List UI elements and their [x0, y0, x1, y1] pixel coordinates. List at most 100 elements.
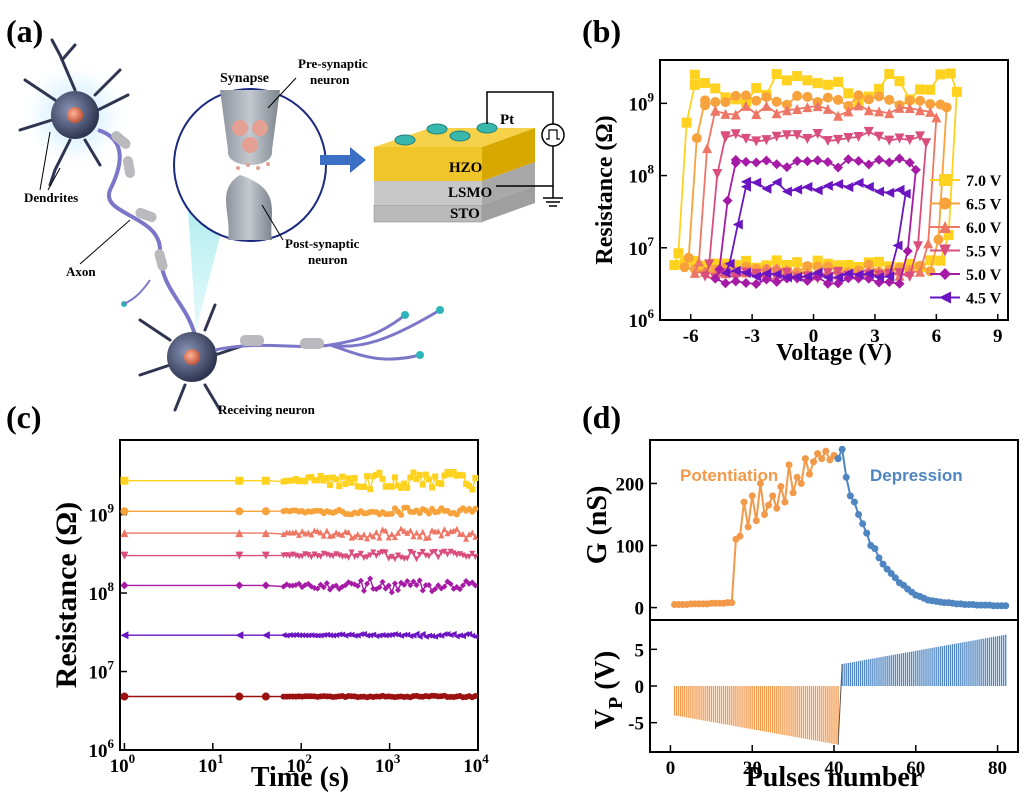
- pulse-source-icon: [541, 123, 565, 147]
- data-point: [730, 260, 741, 271]
- data-point: [444, 469, 451, 476]
- data-point: [292, 631, 299, 638]
- data-point: [339, 531, 346, 538]
- data-point: [843, 259, 854, 270]
- data-point: [812, 255, 823, 266]
- data-point: [812, 128, 823, 139]
- data-point: [286, 632, 293, 639]
- y-tick-label: 108: [629, 162, 655, 188]
- data-point: [292, 528, 299, 535]
- data-point: [302, 478, 309, 485]
- data-point: [299, 528, 306, 535]
- data-point: [373, 633, 380, 640]
- chart-c-resistance-time: 100 101 102 103 104 106 107 108 109 Time (s) Resis…: [50, 439, 489, 793]
- data-point: [379, 475, 386, 482]
- data-point: [879, 560, 887, 568]
- data-point: [781, 130, 792, 141]
- data-point: [367, 552, 374, 559]
- data-point: [292, 475, 299, 482]
- data-point: [416, 551, 423, 558]
- panel-label-a: (a): [6, 13, 43, 49]
- data-point: [812, 101, 823, 112]
- data-point: [874, 272, 885, 283]
- data-point: [345, 475, 352, 482]
- data-point: [441, 631, 448, 638]
- data-point: [902, 246, 913, 257]
- data-point: [724, 258, 735, 269]
- data-point: [894, 278, 905, 289]
- legend-label: 5.5 V: [966, 244, 1002, 261]
- data-point: [382, 527, 389, 534]
- plot-frame: [659, 59, 1009, 321]
- dendrites-label: Dendrites: [24, 190, 78, 205]
- data-point: [323, 527, 330, 534]
- data-point: [720, 278, 731, 289]
- legend: 7.0 V 6.5 V 6.0 V 5.5 V 5.0 V 4.5 V: [930, 173, 1002, 308]
- data-point: [751, 109, 762, 120]
- pre-synaptic-label-2: neuron: [310, 72, 350, 87]
- series-6: [120, 692, 479, 701]
- neuron-schematic: Synapse Pre-synaptic neuron Post-synapti…: [18, 38, 444, 417]
- data-point: [833, 179, 844, 190]
- data-point: [472, 505, 479, 512]
- data-point: [802, 156, 813, 167]
- data-point: [283, 632, 290, 639]
- data-point: [351, 632, 358, 639]
- data-point: [410, 578, 417, 585]
- data-point: [792, 130, 803, 141]
- data-point: [802, 133, 813, 144]
- data-point: [235, 476, 244, 485]
- data-point: [407, 474, 414, 481]
- data-point: [235, 631, 244, 640]
- data-point: [330, 632, 337, 639]
- data-point: [357, 550, 364, 557]
- data-point: [456, 471, 463, 478]
- data-point: [444, 631, 451, 638]
- data-point: [714, 264, 725, 275]
- data-point: [863, 94, 874, 105]
- data-point: [348, 479, 355, 486]
- electrode-pt: Pt: [500, 112, 514, 128]
- data-point: [296, 580, 302, 587]
- bottom-y-axis-label: VP (V): [590, 651, 627, 729]
- data-point: [317, 632, 324, 639]
- data-point: [120, 581, 129, 590]
- data-point: [404, 555, 411, 562]
- data-point: [370, 473, 377, 480]
- data-point: [466, 531, 473, 538]
- data-point: [308, 632, 315, 639]
- data-point: [235, 529, 244, 538]
- data-point: [744, 523, 752, 531]
- data-point: [730, 157, 741, 168]
- data-point: [419, 587, 426, 594]
- data-point: [689, 79, 700, 90]
- data-point: [317, 472, 324, 479]
- data-point: [453, 525, 460, 532]
- data-point: [447, 580, 454, 587]
- data-point: [925, 255, 936, 266]
- data-point: [286, 582, 293, 589]
- data-point: [441, 472, 448, 479]
- data-point: [472, 693, 479, 700]
- data-point: [681, 117, 692, 128]
- data-point: [367, 486, 374, 493]
- legend-marker: [939, 244, 951, 257]
- data-point: [751, 269, 762, 280]
- data-point: [863, 259, 874, 270]
- ground-icon: [543, 197, 563, 207]
- data-point: [413, 529, 420, 536]
- data-point: [771, 131, 782, 142]
- data-point: [951, 86, 962, 97]
- series-1: [120, 504, 479, 518]
- data-point: [376, 584, 383, 591]
- data-point: [441, 526, 448, 533]
- x-tick-label: 100: [110, 751, 136, 777]
- data-point: [925, 106, 936, 117]
- data-point: [689, 267, 700, 278]
- data-point: [391, 474, 398, 481]
- data-point: [781, 186, 792, 197]
- data-point: [904, 134, 915, 145]
- data-point: [367, 575, 374, 582]
- data-point: [777, 483, 785, 491]
- data-point: [700, 78, 711, 89]
